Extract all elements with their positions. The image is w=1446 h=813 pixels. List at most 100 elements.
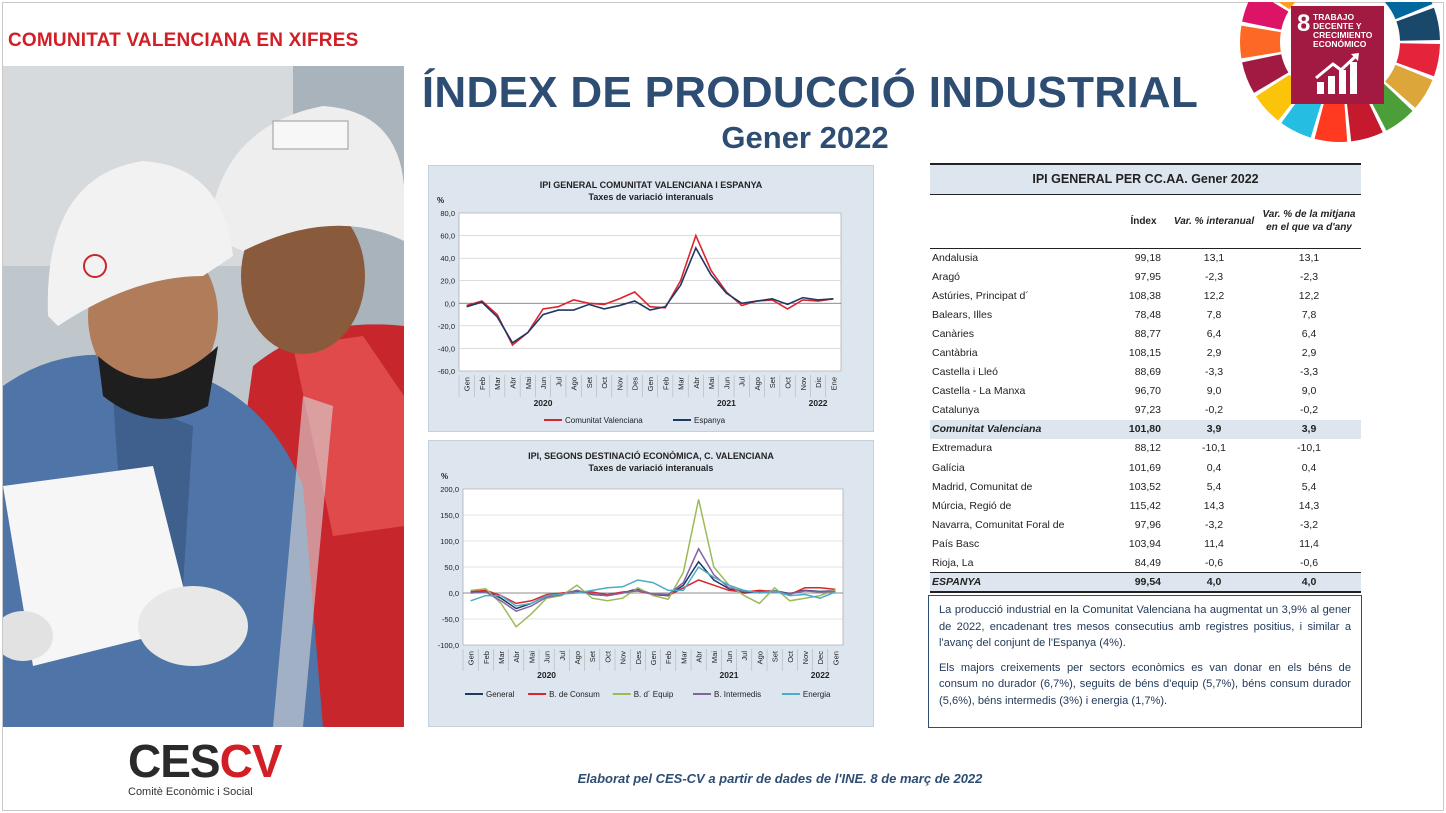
summary-paragraph-2: Els majors creixements per sectors econò… [939, 661, 1351, 707]
x-tick-label: Dec [816, 651, 825, 665]
year-label: 2021 [717, 398, 736, 408]
x-tick-label: Jun [725, 651, 734, 663]
chart-ipi-general: IPI GENERAL COMUNITAT VALENCIANA I ESPAN… [428, 165, 874, 432]
row-region: Múrcia, Regió de [932, 499, 1012, 512]
table-row: Castella - La Manxa 96,70 9,0 9,0 [930, 382, 1361, 401]
x-tick-label: Nov [615, 377, 624, 391]
ipi-ccaa-table: IPI GENERAL PER CC.AA. Gener 2022 Índex … [930, 163, 1361, 593]
table-row: Castella i Lleó 88,69 -3,3 -3,3 [930, 363, 1361, 382]
row-avg: -3,3 [1299, 366, 1319, 379]
x-tick-label: Feb [482, 651, 491, 664]
row-region: Extremadura [932, 442, 993, 455]
col-avg: Var. % de la mitjana en el que va d'any [1257, 194, 1361, 249]
row-index: 96,70 [1134, 385, 1161, 398]
chart-ipi-destination: IPI, SEGONS DESTINACIÓ ECONÒMICA, C. VAL… [428, 440, 874, 727]
row-avg: -0,2 [1299, 404, 1319, 417]
row-region: Astúries, Principat d´ [932, 289, 1029, 302]
x-tick-label: Jul [554, 377, 563, 387]
x-tick-label: Jun [543, 651, 552, 663]
x-tick-label: Mai [527, 651, 536, 663]
row-index: 88,77 [1134, 327, 1161, 340]
y-tick-label: 40,0 [440, 254, 455, 263]
table-row: Rioja, La 84,49 -0,6 -0,6 [930, 554, 1361, 573]
x-tick-label: Des [634, 651, 643, 665]
cescv-logo: CESCV Comitè Econòmic i Social [128, 738, 282, 798]
x-tick-label: Nov [619, 651, 628, 665]
row-avg: 5,4 [1301, 480, 1317, 493]
legend-label: Energia [803, 690, 831, 699]
x-tick-label: Ene [829, 377, 838, 390]
row-avg: 11,4 [1299, 537, 1319, 550]
row-var: 0,4 [1206, 461, 1222, 474]
table-row: Cantàbria 108,15 2,9 2,9 [930, 343, 1361, 362]
legend-label: Espanya [694, 416, 726, 425]
y-unit-label: % [441, 472, 448, 481]
row-region: Catalunya [932, 404, 980, 417]
logo-ces: CES [128, 735, 221, 787]
y-tick-label: -40,0 [438, 344, 455, 353]
legend-label: B. Intermedis [714, 690, 761, 699]
row-var: 5,4 [1206, 480, 1222, 493]
sdg-segment [1240, 25, 1281, 59]
row-avg: 3,9 [1257, 419, 1361, 439]
sdg-segment [1278, 2, 1296, 10]
x-tick-label: Mar [493, 377, 502, 390]
y-unit-label: % [437, 196, 444, 205]
x-tick-label: Feb [664, 651, 673, 664]
row-var: -3,2 [1204, 518, 1224, 531]
sdg-badge: 8 TRABAJO DECENTE Y CRECIMIENTO ECONÓMIC… [1291, 6, 1384, 104]
row-var: 14,3 [1203, 499, 1225, 512]
x-tick-label: Mar [677, 377, 686, 390]
row-region: Galícia [932, 461, 965, 474]
row-var: 2,9 [1206, 347, 1222, 360]
x-tick-label: Abr [512, 650, 521, 662]
x-tick-label: Gen [467, 651, 476, 665]
chart1-subtitle: Taxes de variació interanuals [588, 192, 714, 202]
row-avg: 2,9 [1301, 347, 1317, 360]
row-index: 101,80 [1116, 419, 1171, 439]
x-tick-label: Oct [600, 376, 609, 389]
table-row: Astúries, Principat d´ 108,38 12,2 12,2 [930, 286, 1361, 305]
y-tick-label: -20,0 [438, 322, 455, 331]
row-avg: 12,2 [1298, 289, 1320, 302]
x-tick-label: Set [585, 376, 594, 388]
x-tick-label: Jun [722, 377, 731, 389]
x-tick-label: Set [588, 650, 597, 662]
sdg-segment [1346, 96, 1383, 142]
x-tick-label: Gen [463, 377, 472, 391]
x-tick-label: Des [631, 377, 640, 391]
x-tick-label: Ago [753, 377, 762, 390]
chart2-title: IPI, SEGONS DESTINACIÓ ECONÒMICA, C. VAL… [528, 451, 774, 461]
table-row: Balears, Illes 78,48 7,8 7,8 [930, 305, 1361, 324]
x-tick-label: Mai [524, 377, 533, 389]
x-tick-label: Dic [814, 377, 823, 388]
year-label: 2022 [811, 670, 830, 680]
row-var: -0,2 [1204, 404, 1224, 417]
x-tick-label: Nov [799, 377, 808, 391]
row-avg: 14,3 [1298, 499, 1320, 512]
table-title: IPI GENERAL PER CC.AA. Gener 2022 [930, 163, 1361, 195]
row-region: Rioja, La [932, 556, 974, 569]
y-tick-label: 0,0 [449, 589, 459, 598]
y-tick-label: -100,0 [438, 641, 459, 650]
year-label: 2020 [534, 398, 553, 408]
row-region: ESPANYA [930, 572, 1116, 593]
sdg-segment [1385, 2, 1433, 20]
y-tick-label: 200,0 [440, 485, 459, 494]
chart2-plot: 200,0 150,0 100,0 50,0 0,0 -50,0 -100,0% Gen Feb… [438, 472, 844, 699]
sdg-segment [1396, 7, 1440, 41]
x-tick-label: Ago [755, 651, 764, 664]
table-row: ESPANYA 99,54 4,0 4,0 [930, 572, 1361, 593]
table-row: Extremadura 88,12 -10,1 -10,1 [930, 439, 1361, 458]
row-index: 99,18 [1134, 251, 1161, 264]
row-var: -2,3 [1204, 270, 1224, 283]
row-region: Castella i Lleó [932, 366, 998, 379]
footer-source: Elaborat pel CES-CV a partir de dades de… [577, 771, 983, 786]
sdg-text: TRABAJO DECENTE Y CRECIMIENTO ECONÓMICO [1313, 12, 1373, 49]
row-avg: 0,4 [1301, 461, 1317, 474]
x-tick-label: Oct [784, 376, 793, 389]
col-var: Var. % interanual [1171, 194, 1257, 249]
growth-chart-icon [1315, 53, 1359, 94]
row-avg: 4,0 [1257, 572, 1361, 593]
